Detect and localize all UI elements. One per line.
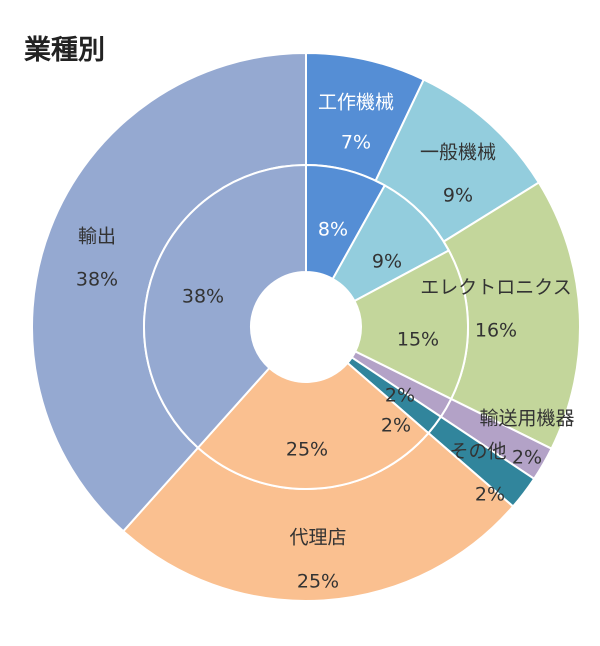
outer-category-label-5: その他 xyxy=(449,441,506,463)
outer-category-label-7: 輸出 xyxy=(78,226,116,248)
inner-value-label-4: 2% xyxy=(385,385,415,407)
outer-value-label-5: 2% xyxy=(475,484,505,506)
outer-category-label-3: エレクトロニクス xyxy=(420,277,571,299)
outer-value-label-1: 7% xyxy=(341,132,371,154)
inner-slice-6 xyxy=(196,361,430,490)
inner-value-label-7: 38% xyxy=(182,286,224,308)
outer-value-label-4: 2% xyxy=(512,447,542,469)
outer-category-label-4: 輸送用機器 xyxy=(479,408,574,430)
inner-slice-7 xyxy=(143,163,307,450)
inner-slice-3 xyxy=(353,249,469,401)
outer-category-label-6: 代理店 xyxy=(289,527,346,549)
outer-value-label-6: 25% xyxy=(297,571,339,593)
outer-category-label-1: 工作機械 xyxy=(318,92,394,114)
outer-value-label-2: 9% xyxy=(443,185,473,207)
inner-value-label-6: 25% xyxy=(286,439,328,461)
outer-value-label-7: 38% xyxy=(76,269,118,291)
inner-value-label-2: 9% xyxy=(372,251,402,273)
inner-value-label-5: 2% xyxy=(381,415,411,437)
outer-value-label-3: 16% xyxy=(475,320,517,342)
inner-value-label-3: 15% xyxy=(397,329,439,351)
chart-title: 業種別 xyxy=(24,35,105,66)
outer-category-label-2: 一般機械 xyxy=(420,142,496,164)
inner-value-label-1: 8% xyxy=(318,219,348,241)
